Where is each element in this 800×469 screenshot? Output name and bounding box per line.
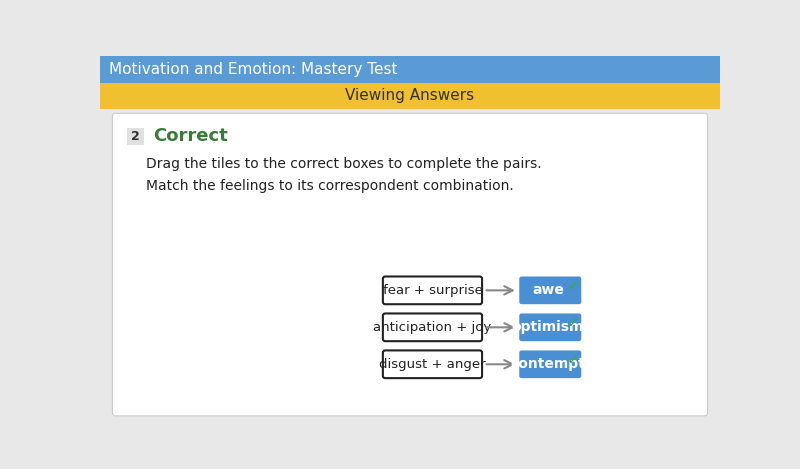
- Text: ✓: ✓: [567, 315, 580, 330]
- Text: disgust + anger: disgust + anger: [379, 358, 486, 371]
- Text: awe: awe: [532, 283, 564, 297]
- FancyBboxPatch shape: [383, 350, 482, 378]
- FancyBboxPatch shape: [383, 313, 482, 341]
- FancyBboxPatch shape: [127, 128, 144, 145]
- FancyBboxPatch shape: [100, 56, 720, 83]
- Text: anticipation + joy: anticipation + joy: [374, 321, 491, 334]
- Text: Viewing Answers: Viewing Answers: [346, 89, 474, 104]
- Text: optimism: optimism: [512, 320, 584, 334]
- Text: Drag the tiles to the correct boxes to complete the pairs.: Drag the tiles to the correct boxes to c…: [146, 157, 542, 171]
- Text: Motivation and Emotion: Mastery Test: Motivation and Emotion: Mastery Test: [110, 62, 398, 77]
- Text: contempt: contempt: [510, 357, 586, 371]
- FancyBboxPatch shape: [519, 313, 582, 341]
- FancyBboxPatch shape: [383, 277, 482, 304]
- Text: ✓: ✓: [567, 352, 580, 367]
- FancyBboxPatch shape: [112, 113, 708, 416]
- Text: Match the feelings to its correspondent combination.: Match the feelings to its correspondent …: [146, 179, 514, 193]
- Text: Correct: Correct: [153, 128, 227, 145]
- Text: 2: 2: [131, 130, 140, 143]
- FancyBboxPatch shape: [100, 83, 720, 109]
- Text: fear + surprise: fear + surprise: [382, 284, 482, 297]
- FancyBboxPatch shape: [519, 277, 582, 304]
- FancyBboxPatch shape: [519, 350, 582, 378]
- Text: ✓: ✓: [567, 278, 580, 293]
